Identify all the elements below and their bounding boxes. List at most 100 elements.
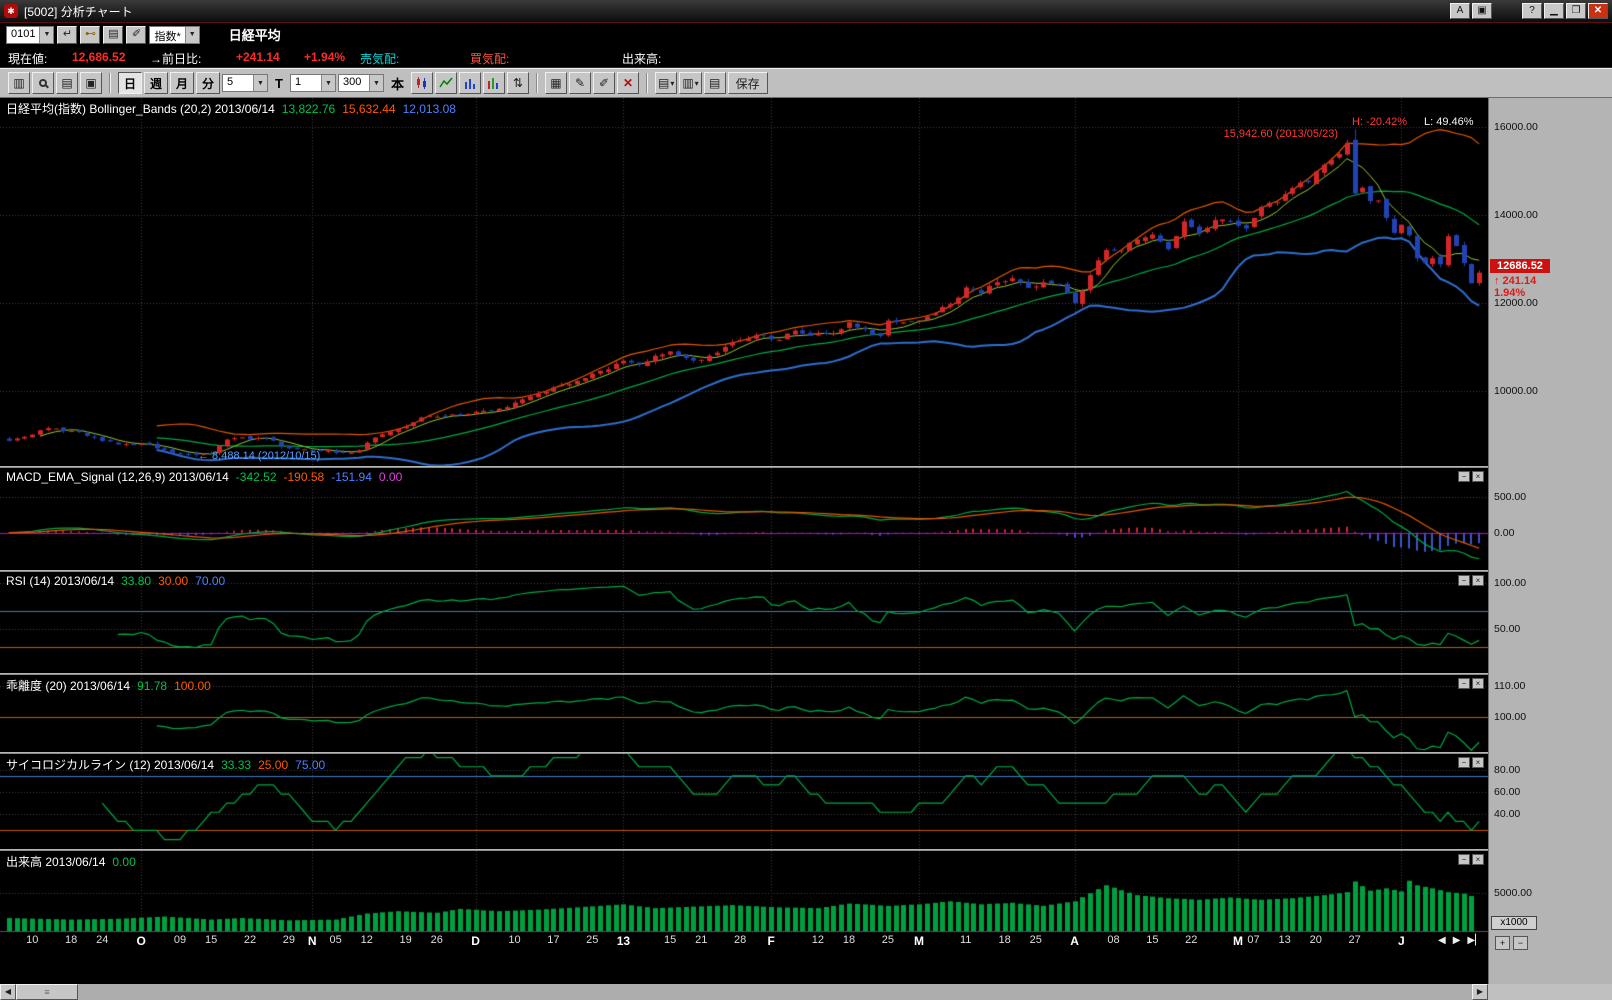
symbol-value: 0101 (11, 27, 36, 40)
chevron-down-icon[interactable]: ▼ (368, 75, 383, 91)
enter-icon[interactable]: ↵ (57, 25, 78, 44)
current-price-tag-value: 12686.52 (1497, 260, 1543, 272)
chevron-down-icon[interactable]: ▼ (39, 26, 54, 43)
board-icon[interactable]: ▥ (8, 72, 30, 94)
macd-zero-value: 0.00 (378, 470, 403, 484)
scroll-right-button[interactable]: ▶ (1472, 984, 1488, 1000)
panel-close-button[interactable]: × (1472, 575, 1484, 586)
copy-image-icon[interactable]: ▥ ▾ (679, 72, 702, 94)
axis-label: 14000.00 (1494, 209, 1538, 221)
axis-label: 12000.00 (1494, 297, 1538, 309)
font-size-button[interactable]: A (1450, 3, 1470, 19)
line-chart-icon[interactable] (434, 72, 457, 94)
bar-width-select[interactable]: 1 ▼ (289, 74, 336, 92)
panel-separator[interactable] (0, 570, 1488, 572)
page-icon[interactable]: ▣ (80, 72, 102, 94)
pan-end-icon[interactable]: ▶▏ (1467, 935, 1483, 946)
period-week-button[interactable]: 週 (144, 72, 168, 94)
xaxis-label: 22 (243, 934, 257, 946)
key-icon[interactable]: ⊷ (80, 25, 101, 44)
memo-icon[interactable]: ▤ (103, 25, 124, 44)
scrollbar-thumb[interactable] (16, 984, 78, 1000)
panel-close-button[interactable]: × (1472, 757, 1484, 768)
panel-minimize-button[interactable]: − (1458, 575, 1470, 586)
edit-icon[interactable]: ✐ (126, 25, 147, 44)
rsi-panel-buttons: − × (1458, 575, 1484, 586)
low-percent-label: L: 49.46% (1424, 116, 1474, 128)
xaxis-label: M (1232, 934, 1243, 948)
t-label: T (275, 75, 283, 91)
app-logo-icon: ✱ (4, 4, 18, 18)
bar-count-select[interactable]: 300 ▼ (337, 74, 384, 92)
current-price-value: 12,686.52 (72, 50, 126, 64)
new-page-icon[interactable]: ▤ (56, 72, 78, 94)
pencil-icon[interactable]: ✎ (568, 72, 591, 94)
bar-count-value: 300 (342, 76, 362, 88)
horizontal-scrollbar[interactable]: ◀ ▶ (0, 984, 1488, 1000)
panel-close-button[interactable]: × (1472, 854, 1484, 865)
scroll-left-button[interactable]: ◀ (0, 984, 16, 1000)
help-button[interactable]: ? (1522, 3, 1542, 19)
panel-minimize-button[interactable]: − (1458, 854, 1470, 865)
panel-separator[interactable] (0, 849, 1488, 851)
zoom-in-button[interactable]: + (1495, 936, 1510, 950)
minimize-button[interactable]: ▁ (1544, 3, 1564, 19)
zoom-out-button[interactable]: − (1513, 936, 1528, 950)
bollinger-upper-value: 15,632.44 (342, 102, 396, 116)
xaxis-label: 12 (360, 934, 373, 946)
pan-right-icon[interactable]: ▶ (1452, 935, 1461, 946)
bar-chart-icon[interactable] (458, 72, 481, 94)
axis-label: 110.00 (1494, 680, 1526, 692)
chart-area: 日経平均(指数) Bollinger_Bands (20,2) 2013/06/… (0, 98, 1612, 984)
grid-icon[interactable]: ▦ (544, 72, 567, 94)
xaxis-label: 12 (811, 934, 825, 946)
change-value: +241.14 (236, 50, 280, 64)
histogram-chart-icon[interactable] (482, 72, 505, 94)
chevron-down-icon[interactable]: ▼ (320, 75, 335, 91)
xaxis-label: 15 (663, 934, 677, 946)
xaxis-label: 13 (616, 934, 631, 948)
save-button[interactable]: 保存 (727, 72, 768, 94)
period-minute-button[interactable]: 分 (196, 72, 220, 94)
panel-minimize-button[interactable]: − (1458, 678, 1470, 689)
symbol-combo[interactable]: 0101 ▼ (6, 25, 55, 44)
period-day-button[interactable]: 日 (118, 72, 142, 94)
price-change-label: ↑ 241.14 (1494, 275, 1537, 287)
chevron-down-icon[interactable]: ▼ (253, 75, 267, 91)
window-controls: A ▣ ? ▁ ❐ ✕ (1450, 3, 1608, 19)
panel-separator[interactable] (0, 752, 1488, 754)
period-month-button[interactable]: 月 (170, 72, 194, 94)
xaxis-label: 18 (842, 934, 856, 946)
copy-chart-icon[interactable]: ▤ ▾ (654, 72, 678, 94)
kairi-panel-buttons: − × (1458, 678, 1484, 689)
high-percent-label: H: -20.42% (1352, 116, 1408, 128)
maximize-button[interactable]: ❐ (1566, 3, 1586, 19)
interval-select[interactable]: 5 ▼ (222, 74, 268, 92)
panel-close-button[interactable]: × (1472, 678, 1484, 689)
candle-chart-icon[interactable] (410, 72, 433, 94)
panel-separator[interactable] (0, 466, 1488, 468)
chevron-down-icon[interactable]: ▼ (184, 26, 199, 43)
macd-value: -342.52 (235, 470, 277, 484)
compare-arrows-icon[interactable]: ⇅ (506, 72, 529, 94)
panel-separator[interactable] (0, 673, 1488, 675)
brush-icon[interactable]: ✐ (592, 72, 615, 94)
chart-canvas[interactable] (0, 98, 1488, 984)
xaxis-label: 24 (96, 934, 109, 946)
psychological-value: 33.33 (221, 758, 252, 772)
close-button[interactable]: ✕ (1588, 3, 1608, 19)
axis-label: 5000.00 (1494, 887, 1532, 899)
divider (645, 73, 648, 93)
window-layout-button[interactable]: ▣ (1472, 3, 1492, 19)
panel-close-button[interactable]: × (1472, 471, 1484, 482)
panel-minimize-button[interactable]: − (1458, 757, 1470, 768)
axis-label: 40.00 (1494, 808, 1521, 820)
export-icon[interactable]: ▤ (703, 72, 726, 94)
macd-panel-buttons: − × (1458, 471, 1484, 482)
volume-panel-header: 出来高 2013/06/14 0.00 (6, 853, 143, 870)
panel-minimize-button[interactable]: − (1458, 471, 1470, 482)
delete-drawing-icon[interactable]: ✕ (616, 72, 639, 94)
category-combo[interactable]: 指数* ▼ (149, 25, 200, 44)
search-icon[interactable] (32, 72, 54, 94)
pan-left-icon[interactable]: ◀ (1438, 935, 1446, 946)
